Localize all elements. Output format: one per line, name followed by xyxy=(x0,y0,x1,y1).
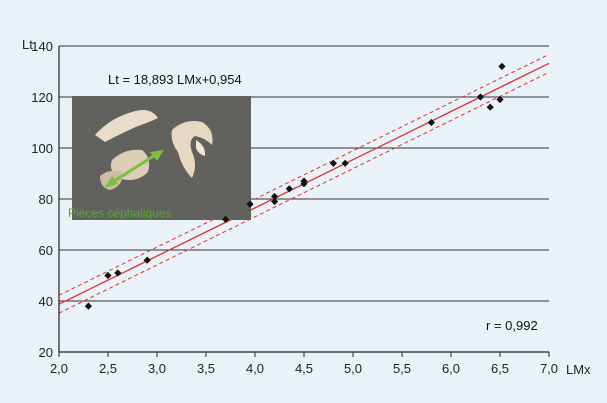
y-tick-label: 120 xyxy=(31,90,53,105)
x-axis-title: LMx xyxy=(566,362,591,377)
x-tick-label: 6,5 xyxy=(491,361,509,376)
x-tick-label: 3,5 xyxy=(197,361,215,376)
data-points xyxy=(84,62,506,310)
x-tick-label: 2,0 xyxy=(50,361,68,376)
y-tick-labels: 20 40 60 80 100 120 140 xyxy=(31,39,53,360)
data-point xyxy=(476,93,484,101)
x-tick-labels: 2,0 2,5 3,0 3,5 4,0 4,5 5,0 5,5 6,0 6,5 7,0 xyxy=(50,361,558,376)
data-point xyxy=(341,159,349,167)
data-point xyxy=(427,118,435,127)
lower-band xyxy=(58,71,550,314)
data-point xyxy=(329,159,337,167)
x-tick-label: 3,0 xyxy=(148,361,166,376)
data-point xyxy=(486,103,494,111)
head-pieces-photo xyxy=(72,96,251,220)
y-tick-label: 140 xyxy=(31,39,53,54)
x-tick-label: 7,0 xyxy=(540,361,558,376)
y-tick-label: 100 xyxy=(31,141,53,156)
data-point xyxy=(114,269,122,277)
data-point xyxy=(143,256,151,264)
x-tick-label: 6,0 xyxy=(442,361,460,376)
y-tick-label: 60 xyxy=(39,243,53,258)
data-point xyxy=(271,197,279,206)
y-axis-title: Lt xyxy=(22,37,33,52)
y-tick-label: 20 xyxy=(39,345,53,360)
x-tick-label: 4,0 xyxy=(246,361,264,376)
upper-band xyxy=(58,53,550,296)
data-point xyxy=(222,215,230,223)
regression-equation: Lt = 18,893 LMx+0,954 xyxy=(108,72,242,87)
data-point xyxy=(246,200,254,208)
data-point xyxy=(104,271,112,280)
x-tick-label: 5,0 xyxy=(344,361,362,376)
data-point xyxy=(496,95,504,104)
data-point xyxy=(84,302,92,310)
data-point xyxy=(498,62,506,70)
x-tick-label: 5,5 xyxy=(393,361,411,376)
correlation-label: r = 0,992 xyxy=(486,318,538,333)
data-point xyxy=(300,177,308,185)
x-tick-label: 4,5 xyxy=(295,361,313,376)
y-tick-label: 80 xyxy=(39,192,53,207)
data-point xyxy=(285,185,293,193)
axes xyxy=(58,46,550,357)
data-point xyxy=(271,192,279,201)
x-tick-label: 2,5 xyxy=(99,361,117,376)
y-tick-label: 40 xyxy=(39,294,53,309)
photo-caption: Pièces céphaliques xyxy=(68,206,171,220)
confidence-band xyxy=(58,53,550,314)
